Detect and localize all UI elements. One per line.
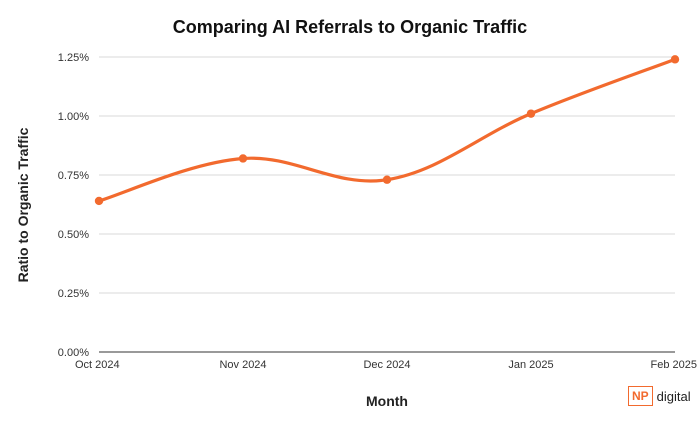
x-tick-label: Dec 2024 (363, 359, 410, 371)
data-point (238, 154, 248, 163)
y-axis-title: Ratio to Organic Traffic (15, 127, 31, 282)
series-layer (94, 55, 680, 206)
y-tick-label: 0.00% (58, 347, 89, 359)
np-digital-logo: NP digital (628, 385, 691, 407)
x-tick-layer: Oct 2024 Nov 2024 Dec 2024 Jan 2025 Feb 2025 (75, 359, 697, 371)
data-point (94, 196, 104, 206)
x-tick-label: Feb 2025 (651, 359, 697, 371)
x-tick-label: Nov 2024 (219, 359, 266, 371)
x-tick-label: Jan 2025 (508, 359, 553, 371)
brand-text: digital (656, 388, 691, 404)
np-badge: NP (628, 386, 653, 406)
data-point (670, 55, 680, 64)
grid-layer (99, 56, 675, 353)
y-tick-label: 1.00% (58, 111, 89, 123)
data-point (526, 109, 536, 118)
y-tick-label: 0.25% (58, 288, 89, 300)
x-tick-label: Oct 2024 (75, 359, 120, 371)
data-point (382, 175, 392, 184)
y-tick-label: 0.50% (58, 229, 89, 241)
chart-title: Comparing AI Referrals to Organic Traffi… (173, 17, 527, 37)
y-tick-label: 1.25% (58, 52, 89, 64)
y-tick-label: 0.75% (58, 170, 89, 182)
y-tick-layer: 0.00% 0.25% 0.50% 0.75% 1.00% 1.25% (58, 52, 89, 359)
x-axis-title: Month (366, 393, 408, 409)
